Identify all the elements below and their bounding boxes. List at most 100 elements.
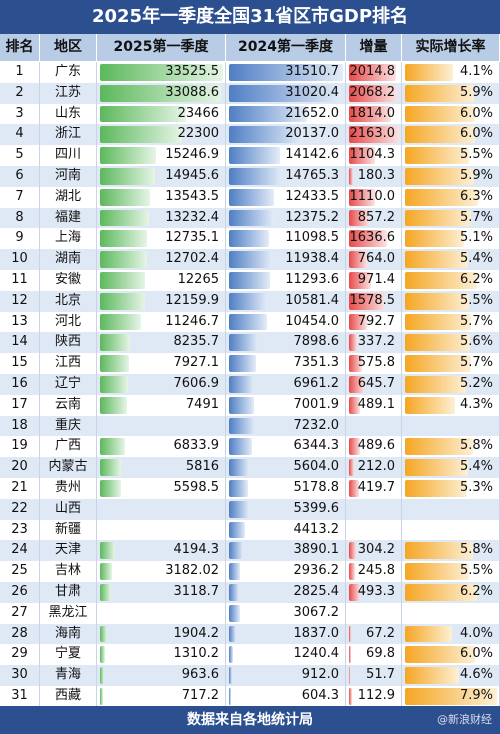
cell-value: 1837.0 xyxy=(293,625,340,641)
table-cell: 28 xyxy=(0,623,40,645)
table-row: 14 陕西 8235.7 7898.6 337.2 5.6% xyxy=(0,332,500,354)
table-cell xyxy=(402,602,500,624)
data-bar xyxy=(100,105,187,123)
data-bar xyxy=(229,334,258,352)
table-cell: 23 xyxy=(0,519,40,541)
table-cell: 67.2 xyxy=(346,623,402,645)
table-cell: 19 xyxy=(0,436,40,458)
table-cell: 8235.7 xyxy=(97,332,226,354)
table-cell: 51.7 xyxy=(346,665,402,686)
cell-value: 11938.4 xyxy=(285,251,339,267)
column-header: 2024第一季度 xyxy=(226,34,346,61)
data-bar xyxy=(100,563,112,580)
table-cell: 5.2% xyxy=(402,374,500,395)
table-cell: 212.0 xyxy=(346,457,402,478)
table-cell: 971.4 xyxy=(346,270,402,291)
data-bar xyxy=(349,292,386,310)
table-cell: 12702.4 xyxy=(97,249,226,270)
cell-value: 604.3 xyxy=(301,688,339,703)
table-cell: 1104.3 xyxy=(346,145,402,166)
table-cell: 11098.5 xyxy=(226,228,346,250)
table-cell: 27 xyxy=(0,602,40,624)
cell-value: 10581.4 xyxy=(285,292,339,308)
cell-value: 1104.3 xyxy=(349,147,396,163)
table-cell: 山西 xyxy=(40,498,97,520)
data-bar xyxy=(405,459,468,476)
table-cell: 宁夏 xyxy=(40,644,97,666)
table-cell: 112.9 xyxy=(346,686,402,707)
table-cell: 13 xyxy=(0,311,40,333)
table-cell: 23466 xyxy=(97,103,226,125)
data-bar xyxy=(100,147,156,164)
cell-value: 67.2 xyxy=(366,625,395,641)
data-bar xyxy=(100,542,116,560)
table-row: 15 江西 7927.1 7351.3 575.8 5.7% xyxy=(0,353,500,374)
table-cell: 912.0 xyxy=(226,665,346,686)
column-header: 2025第一季度 xyxy=(97,34,226,61)
table-cell: 31 xyxy=(0,686,40,707)
table-cell: 5.7% xyxy=(402,207,500,229)
data-bar xyxy=(349,396,361,414)
table-cell: 25 xyxy=(0,561,40,582)
cell-value: 6.0% xyxy=(459,646,493,662)
cell-value: 2068.2 xyxy=(349,84,396,100)
table-cell xyxy=(402,415,500,437)
table-cell: 22 xyxy=(0,498,40,520)
data-bar xyxy=(349,376,364,393)
table-cell: 上海 xyxy=(40,228,97,250)
table-cell: 3182.02 xyxy=(97,561,226,582)
table-row: 19 广西 6833.9 6344.3 489.6 5.8% xyxy=(0,436,500,458)
cell-value: 12375.2 xyxy=(285,209,339,225)
data-bar xyxy=(405,376,466,393)
table-cell: 2068.2 xyxy=(346,82,402,104)
data-bar xyxy=(229,313,267,331)
table-cell: 15 xyxy=(0,353,40,374)
data-bar xyxy=(229,147,281,164)
column-header: 排名 xyxy=(0,34,40,61)
data-bar xyxy=(229,230,270,248)
table-row: 6 河南 14945.6 14765.3 180.3 5.9% xyxy=(0,166,500,187)
table-cell: 福建 xyxy=(40,207,97,229)
data-bar xyxy=(349,334,357,352)
table-cell: 5816 xyxy=(97,457,226,478)
table-row: 24 天津 4194.3 3890.1 304.2 5.8% xyxy=(0,540,500,562)
table-cell: 12735.1 xyxy=(97,228,226,250)
data-bar xyxy=(349,272,372,289)
cell-value: 6833.9 xyxy=(173,438,220,454)
table-cell: 12 xyxy=(0,290,40,312)
cell-value: 12265 xyxy=(177,272,219,287)
cell-value: 5.9% xyxy=(459,84,493,100)
data-bar xyxy=(229,188,274,206)
table-cell: 13232.4 xyxy=(97,207,226,229)
cell-value: 5.5% xyxy=(459,147,493,163)
cell-value: 7.9% xyxy=(459,688,493,703)
table-cell: 5.5% xyxy=(402,561,500,582)
cell-value: 4413.2 xyxy=(293,521,340,537)
data-bar xyxy=(229,500,249,518)
cell-value: 2936.2 xyxy=(293,563,340,579)
cell-value: 489.6 xyxy=(357,438,395,454)
table-row: 11 安徽 12265 11293.6 971.4 6.2% xyxy=(0,270,500,291)
table-row: 21 贵州 5598.5 5178.8 419.7 5.3% xyxy=(0,478,500,499)
data-bar xyxy=(405,438,473,456)
table-row: 22 山西 5399.6 xyxy=(0,498,500,520)
table-cell: 18 xyxy=(0,415,40,437)
table-row: 5 四川 15246.9 14142.6 1104.3 5.5% xyxy=(0,145,500,166)
table-cell: 5.5% xyxy=(402,145,500,166)
table-cell: 33525.5 xyxy=(97,62,226,83)
table-cell: 11938.4 xyxy=(226,249,346,270)
column-header: 地区 xyxy=(40,34,97,61)
data-bar xyxy=(229,459,250,476)
table-cell: 6961.2 xyxy=(226,374,346,395)
table-cell: 493.3 xyxy=(346,582,402,603)
table-cell: 7606.9 xyxy=(97,374,226,395)
table-cell: 湖南 xyxy=(40,249,97,270)
table-cell: 575.8 xyxy=(346,353,402,374)
table-cell: 12265 xyxy=(97,270,226,291)
cell-value: 31510.7 xyxy=(285,64,339,79)
cell-value: 51.7 xyxy=(366,667,395,683)
data-bar xyxy=(100,188,150,206)
table-row: 16 辽宁 7606.9 6961.2 645.7 5.2% xyxy=(0,374,500,395)
table-row: 27 黑龙江 3067.2 xyxy=(0,602,500,624)
table-cell: 1 xyxy=(0,62,40,83)
